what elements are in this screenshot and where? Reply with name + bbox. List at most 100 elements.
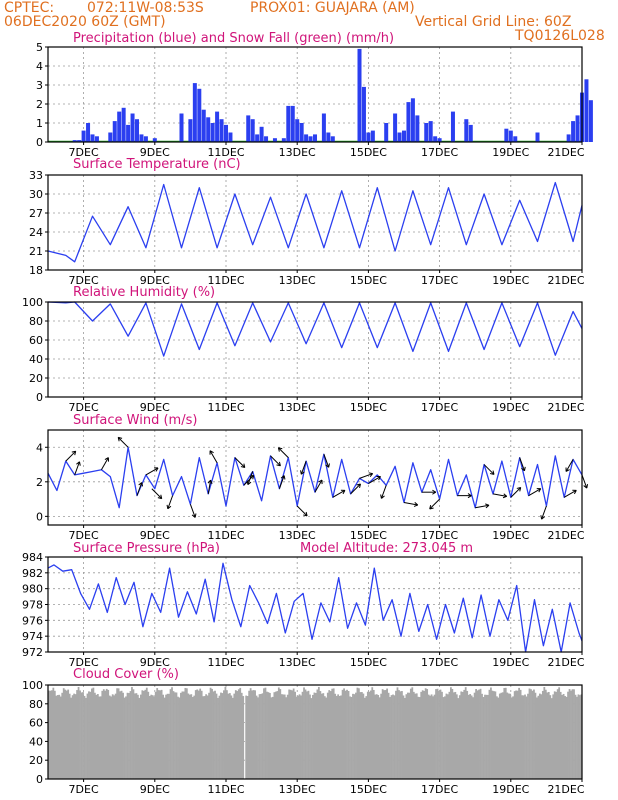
cloud-bar — [429, 695, 431, 779]
wind-arrow-head — [154, 467, 159, 472]
wind-ytick-label: 2 — [36, 476, 43, 489]
cloud-bar — [279, 689, 282, 779]
rh-ytick-label: 20 — [29, 372, 43, 385]
precip-bar — [588, 100, 593, 142]
precip-bar — [571, 121, 576, 142]
cloud-bar — [525, 696, 528, 779]
cloud-bar — [273, 692, 276, 779]
cloud-bar — [261, 693, 264, 779]
cloud-bar — [212, 691, 215, 779]
precip-xtick-label: 19DEC — [492, 146, 529, 159]
cloud-bar — [360, 692, 363, 779]
cloud-bar — [304, 689, 307, 779]
precip-bar — [397, 132, 402, 142]
temp-ytick-label: 33 — [29, 169, 43, 182]
cloud-bar — [317, 686, 320, 779]
cloud-bar — [246, 696, 249, 779]
cloud-bar — [426, 689, 429, 779]
wind-arrow-head — [376, 475, 381, 481]
cloud-bar — [56, 695, 59, 779]
cloud-bar — [185, 688, 188, 779]
cloud-bar — [248, 690, 251, 779]
cloud-bar — [482, 696, 485, 779]
cloud-bar — [365, 696, 368, 779]
cloud-bar — [377, 694, 380, 779]
cloud-bar — [553, 691, 556, 779]
cloud-bar — [334, 693, 337, 779]
cloud-bar — [148, 695, 151, 779]
wind-arrow-head — [325, 463, 330, 468]
cloud-bar — [264, 687, 267, 779]
cloud-bar — [62, 688, 65, 779]
cloud-bar — [249, 688, 252, 779]
header-date: 06DEC2020 60Z (GMT) — [4, 14, 166, 30]
cloud-bar — [141, 690, 144, 779]
cloud-bar — [383, 690, 386, 779]
temp-xtick-label: 17DEC — [421, 274, 458, 287]
rh-ytick-label: 80 — [29, 315, 43, 328]
cloud-bar — [574, 694, 577, 779]
precip-ytick-label: 1 — [36, 117, 43, 130]
precip-ytick-label: 3 — [36, 79, 43, 92]
cloud-bar — [309, 694, 311, 779]
cloud-bar — [263, 688, 265, 779]
cloud-bar — [490, 687, 492, 779]
precip-bar — [428, 121, 433, 142]
cloud-bar — [298, 694, 301, 779]
precip-ytick-label: 4 — [36, 60, 43, 73]
cloud-xtick-label: 17DEC — [421, 783, 458, 796]
cloud-bar — [193, 695, 196, 779]
wind-arrow — [136, 482, 143, 496]
cloud-bar — [399, 691, 402, 779]
cloud-bar — [255, 695, 258, 779]
cloud-bar — [395, 690, 397, 779]
cloud-bar — [347, 691, 350, 779]
cloud-bar — [114, 693, 117, 779]
precip-bar — [370, 130, 375, 142]
cloud-bar — [134, 693, 136, 779]
precip-bar — [330, 136, 335, 142]
cloud-bar — [74, 694, 77, 779]
wind-arrow-head — [207, 479, 213, 485]
cloud-bar — [102, 689, 105, 779]
cloud-bar — [92, 687, 95, 779]
cloud-bar — [473, 692, 476, 779]
wind-arrow-head — [71, 450, 77, 456]
precip-bar — [312, 134, 318, 142]
cloud-bar — [138, 697, 141, 779]
wind-arrow — [350, 483, 361, 495]
cloud-bar — [154, 691, 157, 779]
rh-xtick-label: 19DEC — [492, 401, 529, 414]
cloud-bar — [484, 694, 486, 779]
cloud-bar — [418, 697, 421, 779]
cloud-bar — [328, 690, 331, 779]
cloud-bar — [543, 686, 546, 779]
cloud-bar — [159, 690, 162, 779]
temp-xtick-label: 15DEC — [350, 274, 387, 287]
cloud-bar — [436, 688, 439, 779]
wind-arrow — [519, 457, 525, 471]
cloud-bar — [368, 691, 371, 779]
wind-arrow-head — [467, 493, 472, 499]
wind-xtick-label: 9DEC — [140, 529, 170, 542]
cloud-bar — [297, 695, 299, 779]
cloud-bar — [528, 688, 531, 779]
precip-bar — [361, 86, 366, 142]
cloud-bar — [461, 691, 464, 779]
cloud-bar — [160, 689, 163, 779]
temp-title: Surface Temperature (nC) — [73, 157, 241, 172]
cloud-bar — [374, 694, 377, 779]
cloud-bar — [481, 693, 483, 779]
cloud-bar — [322, 693, 325, 779]
cloud-bar — [83, 695, 86, 779]
wind-arrow — [510, 487, 522, 498]
pressure-xtick-label: 7DEC — [69, 656, 99, 669]
header-run: TQ0126L028 — [514, 28, 605, 44]
cloud-bar — [53, 690, 56, 779]
cloud-bar — [463, 689, 466, 779]
precip-bar — [259, 126, 264, 142]
precip-bar — [357, 48, 362, 142]
cloud-bar — [411, 687, 414, 779]
rh-xtick-label: 9DEC — [140, 401, 170, 414]
wind-arrow-head — [540, 515, 546, 520]
